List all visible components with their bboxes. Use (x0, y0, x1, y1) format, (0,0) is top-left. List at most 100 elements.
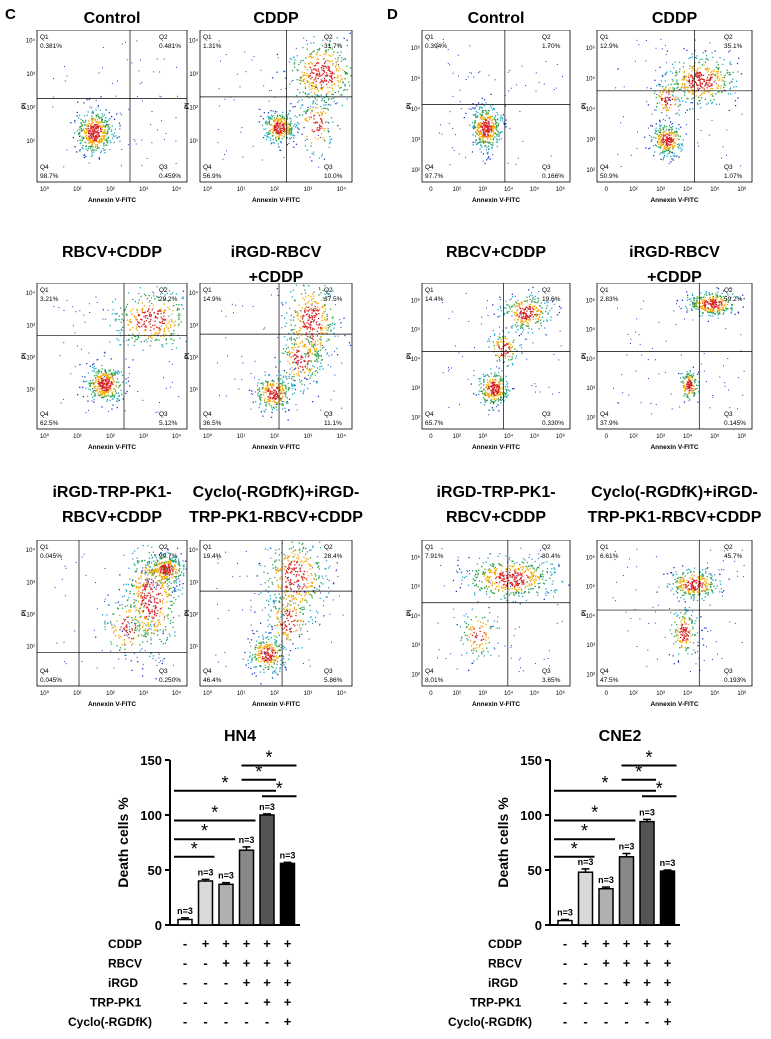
flow-panel-title: iRGD-TRP-PK1- RBCV+CDDP (392, 480, 600, 530)
significance-star: * (591, 803, 598, 823)
x-tick-label: 10³ (478, 434, 487, 440)
quadrant-value-q4: 47.5% (600, 677, 619, 684)
event-dots (441, 286, 562, 416)
y-tick-label: 10³ (586, 386, 595, 392)
x-tick-label: 10⁰ (203, 186, 213, 193)
event-dots (437, 547, 570, 673)
x-tick-label: 10² (629, 691, 638, 697)
treatment-sign: - (563, 975, 567, 990)
y-tick-label: 10² (26, 612, 35, 618)
quadrant-label-q3: Q3 (542, 411, 551, 418)
plot-frame (596, 30, 753, 183)
bar (218, 883, 234, 926)
quadrant-value-q3: 3.65% (542, 677, 561, 684)
quadrant-value-q1: 19.4% (203, 553, 222, 560)
y-tick-label: 10² (411, 672, 420, 678)
x-tick-label: 10⁴ (504, 186, 514, 193)
treatment-sign: + (643, 936, 651, 951)
quadrant-label-q2: Q2 (324, 34, 333, 41)
treatment-sign: + (243, 936, 251, 951)
flow-panel-title-line: Cyclo(-RGDfK)+iRGD- (192, 484, 360, 501)
x-axis-label: Annexin V-FITC (472, 701, 520, 708)
quadrant-value-q1: 0.394% (425, 43, 447, 50)
bar (279, 862, 296, 926)
y-tick-label: 150 (520, 753, 542, 768)
x-tick-label: 10⁴ (172, 186, 182, 193)
x-tick-label: 0 (429, 691, 433, 697)
quadrant-value-q3: 5.12% (159, 420, 178, 427)
bar (598, 887, 614, 926)
x-tick-label: 10⁵ (710, 690, 720, 697)
flow-plot: Q1 0.045% Q2 99.7% Q3 0.250% Q4 0.045% 10⁰ 10¹ 10¹… (21, 540, 188, 708)
quadrant-label-q4: Q4 (40, 164, 49, 171)
x-tick-label: 10⁵ (530, 433, 540, 440)
treatment-row-label: iRGD (488, 976, 518, 990)
x-axis-label: Annexin V-FITC (252, 444, 300, 451)
x-tick-label: 10³ (656, 187, 665, 193)
treatment-sign: - (563, 1014, 567, 1029)
quadrant-value-q1: 12.9% (600, 43, 619, 50)
treatment-sign: - (244, 1014, 248, 1029)
flow-plot: Q1 12.9% Q2 35.1% Q3 1.07% Q4 50.9% 0 10² 10² 10³ 10… (581, 30, 753, 204)
y-tick-label: 10² (586, 168, 595, 174)
y-tick-label: 10² (411, 415, 420, 421)
y-tick-label: 10⁵ (411, 327, 421, 334)
x-tick-label: 10⁴ (172, 690, 182, 697)
y-tick-label: 10⁵ (586, 584, 596, 591)
quadrant-label-q2: Q2 (724, 34, 733, 41)
x-tick-label: 10⁴ (683, 433, 693, 440)
treatment-sign: + (602, 936, 610, 951)
flow-panel-title: Cyclo(-RGDfK)+iRGD- TRP-PK1-RBCV+CDDP (170, 480, 382, 530)
treatment-sign: - (224, 975, 228, 990)
treatment-sign: - (604, 995, 608, 1010)
flow-panel-title: iRGD-RBCV +CDDP (567, 240, 771, 290)
x-tick-label: 10² (106, 691, 115, 697)
x-axis-label: Annexin V-FITC (472, 444, 520, 451)
n-label: n=3 (239, 835, 255, 845)
x-tick-label: 10³ (304, 691, 313, 697)
quadrant-value-q4: 65.7% (425, 420, 444, 427)
flow-panel-title-line: +CDDP (248, 269, 304, 286)
x-axis-label: Annexin V-FITC (252, 701, 300, 708)
quadrant-label-q1: Q1 (425, 544, 434, 551)
n-label: n=3 (218, 871, 234, 881)
quadrant-label-q4: Q4 (425, 164, 434, 171)
quadrant-label-q3: Q3 (724, 164, 733, 171)
quadrant-value-q4: 37.9% (600, 420, 619, 427)
y-axis-label: Death cells % (115, 797, 131, 888)
y-axis-label: PI (406, 353, 413, 359)
event-dots (54, 544, 187, 680)
treatment-sign: + (263, 936, 271, 951)
quadrant-value-q1: 3.21% (40, 296, 59, 303)
treatment-sign: - (604, 975, 608, 990)
x-tick-label: 10⁴ (337, 690, 347, 697)
y-tick-label: 10⁴ (26, 547, 36, 554)
y-tick-label: 10² (586, 672, 595, 678)
quadrant-label-q1: Q1 (40, 544, 49, 551)
bar (177, 918, 193, 926)
significance-star: * (645, 748, 652, 768)
treatment-sign: + (623, 936, 631, 951)
x-tick-label: 10¹ (73, 691, 82, 697)
treatment-sign: + (284, 1014, 292, 1029)
x-axis-label: Annexin V-FITC (650, 701, 698, 708)
treatment-sign: + (602, 956, 610, 971)
x-tick-label: 10⁰ (40, 433, 50, 440)
flow-panel-title-line: iRGD-RBCV (230, 244, 322, 261)
quadrant-value-q2: 19.6% (542, 296, 561, 303)
y-tick-label: 10² (26, 355, 35, 361)
quadrant-label-q2: Q2 (542, 34, 551, 41)
y-tick-label: 10³ (26, 580, 35, 586)
y-tick-label: 10³ (411, 386, 420, 392)
significance-star: * (656, 778, 663, 798)
quadrant-value-q3: 10.0% (324, 173, 343, 180)
flow-plot: Q1 19.4% Q2 28.4% Q3 5.86% Q4 46.4% 10⁰ 10¹ 10¹ 10²… (184, 540, 353, 708)
quadrant-label-q3: Q3 (724, 668, 733, 675)
quadrant-value-q3: 5.86% (324, 677, 343, 684)
treatment-sign: - (183, 995, 187, 1010)
x-tick-label: 10⁶ (556, 433, 566, 440)
y-tick-label: 0 (155, 918, 162, 933)
quadrant-value-q2: 28.4% (324, 553, 343, 560)
n-label: n=3 (557, 908, 573, 918)
x-tick-label: 10⁴ (172, 433, 182, 440)
